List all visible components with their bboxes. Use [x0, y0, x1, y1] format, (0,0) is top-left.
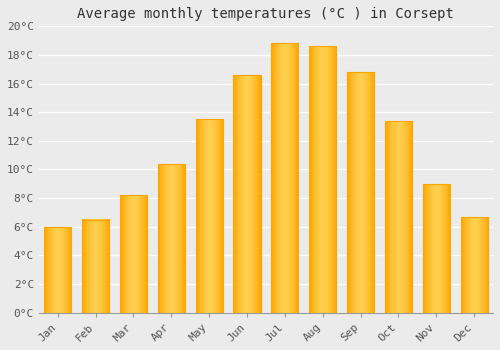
Bar [44, 227, 72, 313]
Bar [120, 195, 147, 313]
Bar [422, 184, 450, 313]
Bar [309, 46, 336, 313]
Bar [460, 217, 488, 313]
Bar [385, 121, 412, 313]
Bar [271, 43, 298, 313]
Bar [158, 164, 185, 313]
Bar [82, 219, 109, 313]
Bar [196, 119, 223, 313]
Bar [234, 75, 260, 313]
Bar [347, 72, 374, 313]
Title: Average monthly temperatures (°C ) in Corsept: Average monthly temperatures (°C ) in Co… [78, 7, 454, 21]
